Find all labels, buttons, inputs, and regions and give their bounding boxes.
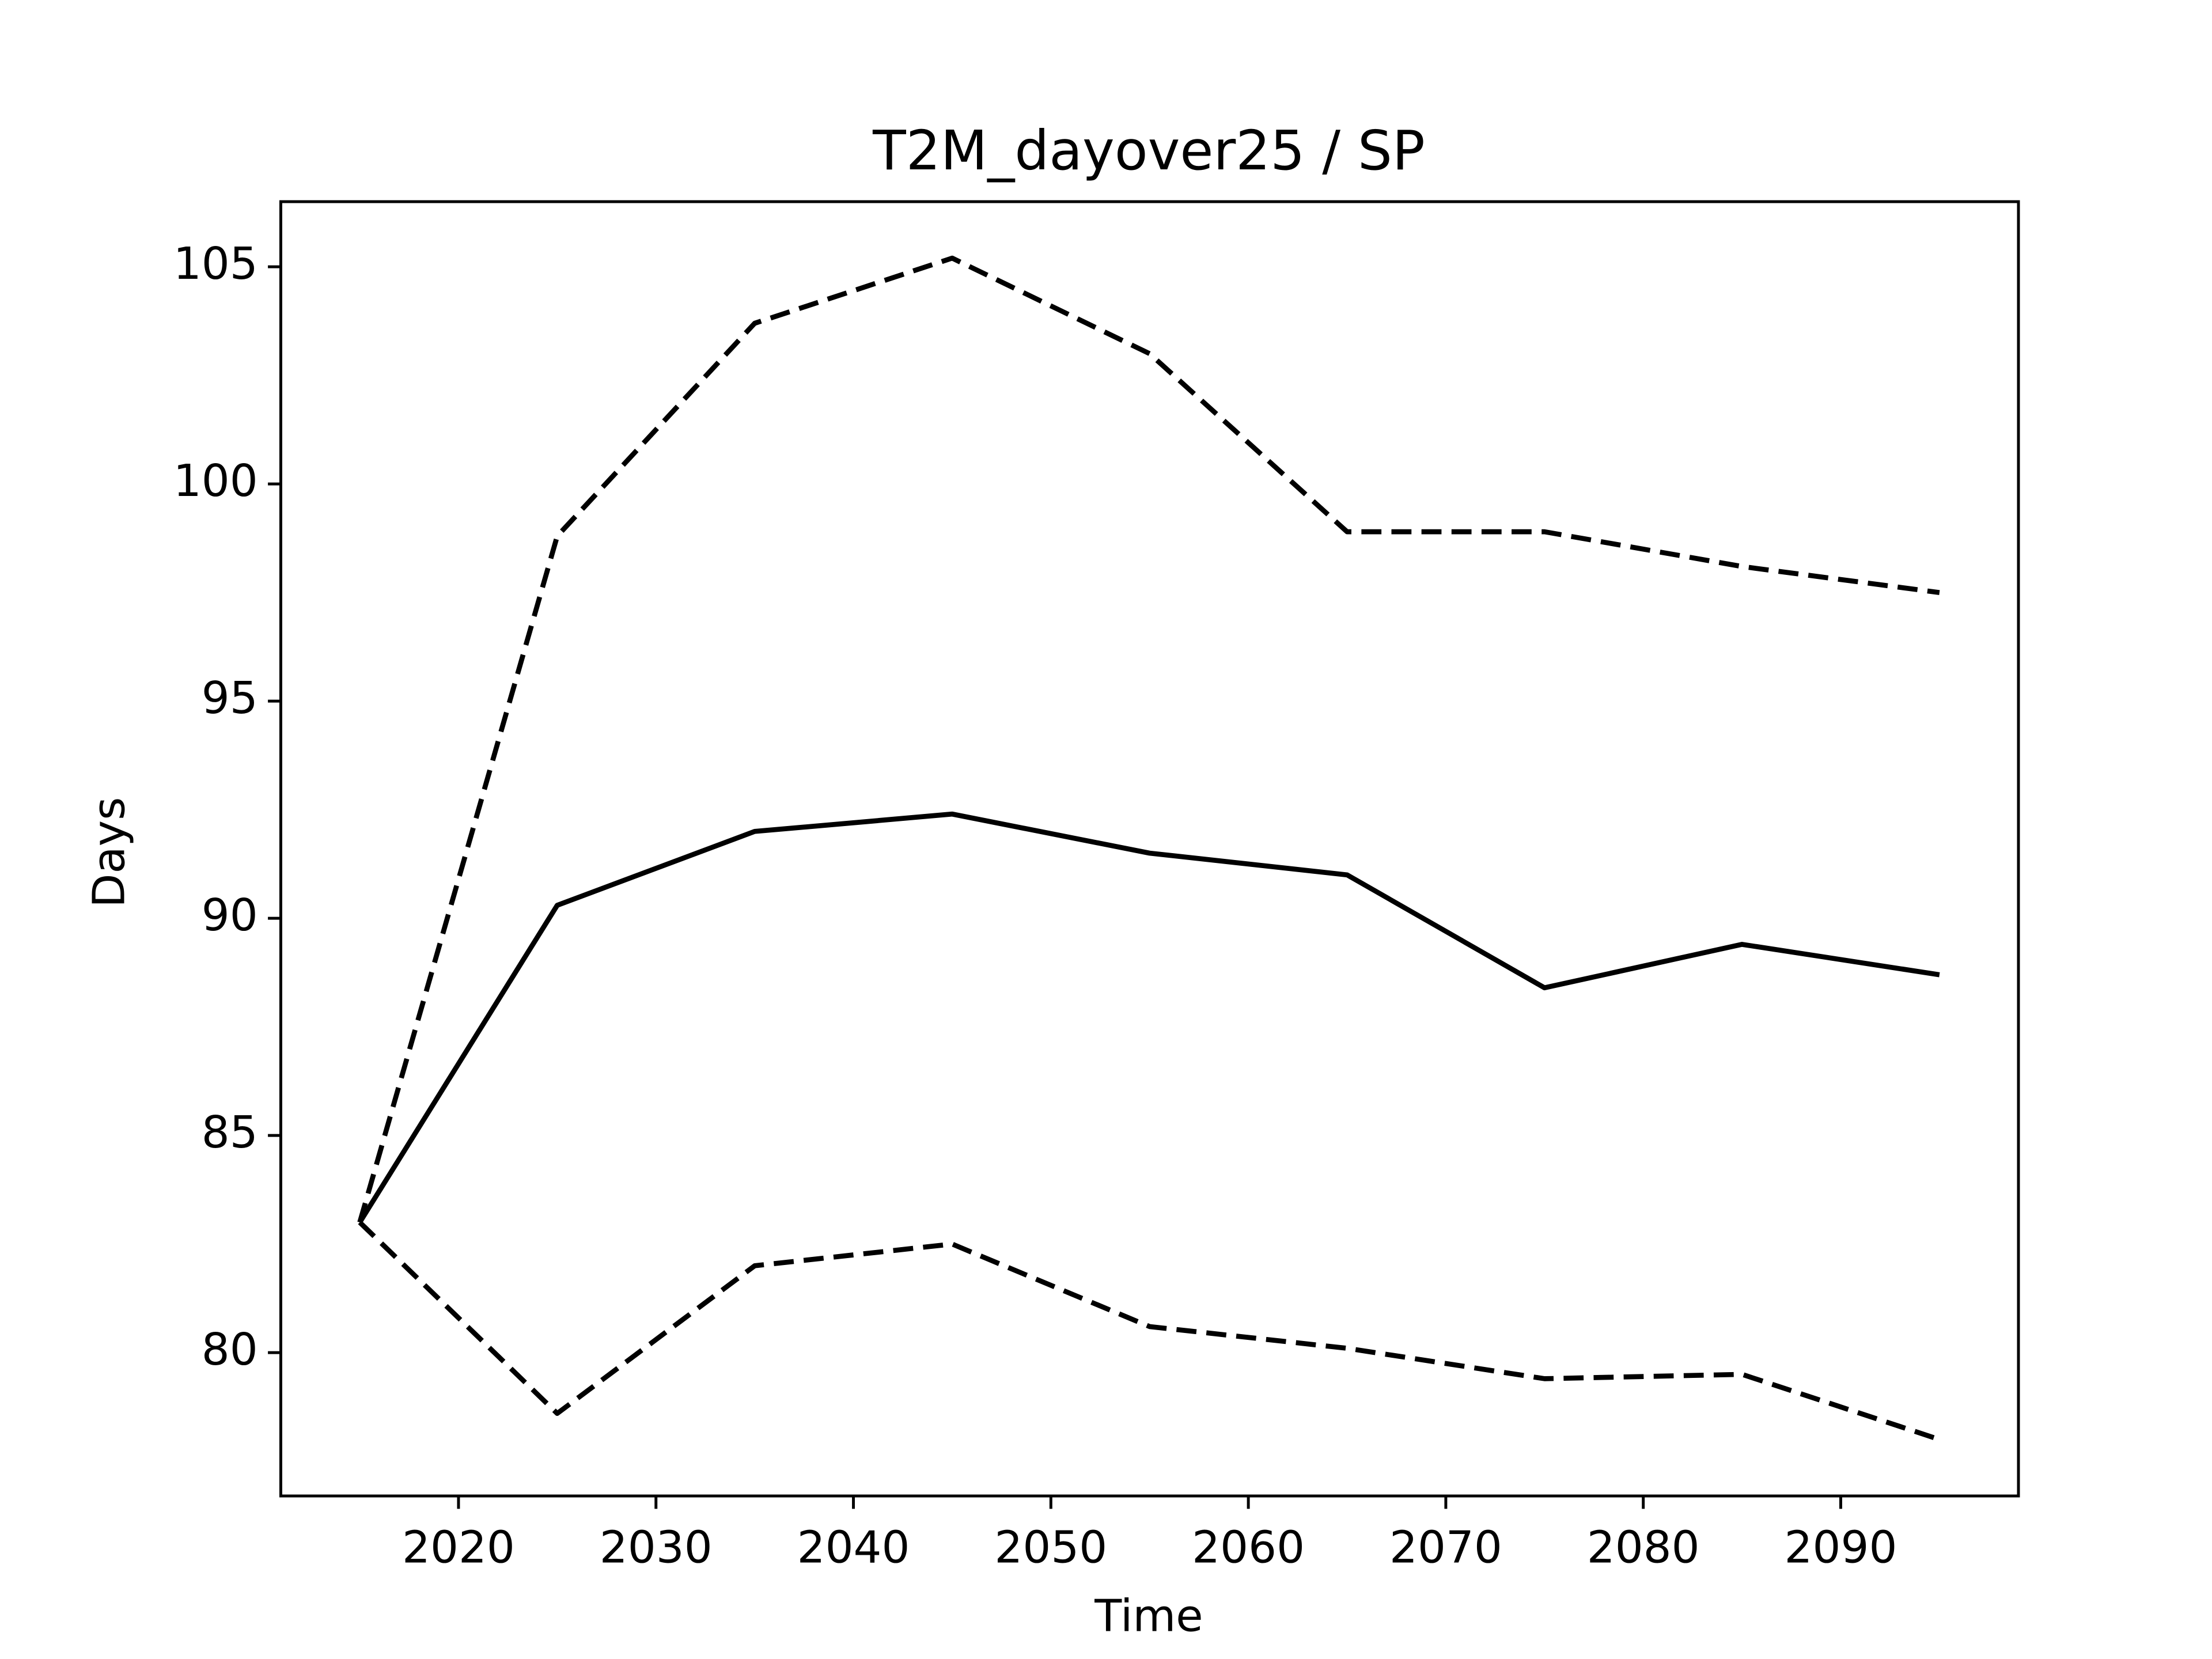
y-tick-label: 105 <box>173 238 258 290</box>
y-tick-label: 100 <box>173 456 258 507</box>
x-tick-label: 2030 <box>600 1522 713 1573</box>
y-tick-label: 80 <box>202 1324 258 1376</box>
x-tick-label: 2020 <box>402 1522 515 1573</box>
series-line <box>358 1220 1941 1442</box>
series-line <box>357 255 1940 1224</box>
x-tick-label: 2050 <box>994 1522 1107 1573</box>
x-tick-label: 2090 <box>1785 1522 1897 1573</box>
series-line <box>357 811 1940 1224</box>
plot-frame <box>279 200 2020 1498</box>
y-tick-label: 85 <box>202 1107 258 1158</box>
x-tick-label: 2060 <box>1192 1522 1305 1573</box>
x-tick-label: 2080 <box>1587 1522 1700 1573</box>
y-axis-label: Days <box>84 797 135 908</box>
x-axis-label: Time <box>1094 1590 1203 1642</box>
y-tick-label: 90 <box>202 890 258 941</box>
x-tick-label: 2070 <box>1389 1522 1502 1573</box>
chart-title: T2M_dayover25 / SP <box>872 119 1425 183</box>
x-tick-label: 2040 <box>797 1522 910 1573</box>
y-tick-label: 95 <box>202 673 258 724</box>
